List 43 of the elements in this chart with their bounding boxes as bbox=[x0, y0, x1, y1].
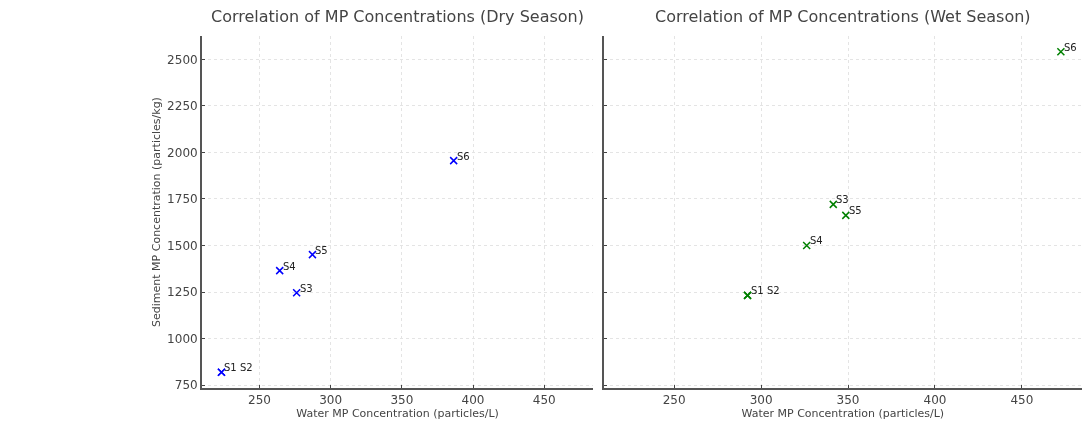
annotation: S6 bbox=[457, 151, 470, 162]
y-tick-label: 1500 bbox=[167, 238, 198, 253]
y-tick-label: 750 bbox=[174, 378, 198, 393]
y-axis-title: Sediment MP Concentration (particles/kg) bbox=[150, 97, 164, 327]
y-tick-label: 1750 bbox=[167, 192, 198, 207]
point bbox=[308, 250, 317, 259]
x-tick-label: 450 bbox=[532, 393, 556, 408]
annotation: S5 bbox=[315, 245, 328, 256]
point bbox=[275, 266, 284, 275]
point bbox=[1056, 47, 1066, 57]
chart-title: Correlation of MP Concentrations (Dry Season) bbox=[211, 7, 584, 26]
point bbox=[841, 211, 851, 220]
annotation: S3 bbox=[300, 283, 313, 294]
annotation: S1 bbox=[751, 285, 764, 296]
y-tick-label: 1250 bbox=[167, 285, 198, 300]
y-tick-label: 1000 bbox=[167, 331, 198, 346]
x-tick-label: 300 bbox=[749, 393, 773, 408]
annotation: S6 bbox=[1064, 42, 1077, 53]
annotation: S2 bbox=[767, 285, 780, 296]
x-tick-label: 450 bbox=[1010, 393, 1034, 408]
annotation: S4 bbox=[810, 235, 823, 246]
point bbox=[292, 288, 301, 297]
chart-title: Correlation of MP Concentrations (Wet Season) bbox=[655, 7, 1031, 26]
annotation: S3 bbox=[836, 194, 849, 205]
x-tick-label: 350 bbox=[836, 393, 860, 408]
annotation: S5 bbox=[849, 205, 862, 216]
x-tick-label: 250 bbox=[248, 393, 271, 408]
y-tick-label: 2250 bbox=[167, 99, 198, 114]
point bbox=[802, 241, 811, 250]
point bbox=[829, 200, 838, 209]
x-tick-label: 300 bbox=[319, 393, 343, 408]
x-tick-label: 250 bbox=[662, 393, 686, 408]
point bbox=[449, 156, 458, 165]
x-tick-label: 400 bbox=[923, 393, 947, 408]
y-tick-label: 2000 bbox=[167, 145, 198, 160]
x-axis-title: Water MP Concentration (particles/L) bbox=[296, 407, 499, 421]
x-tick-label: 350 bbox=[390, 393, 414, 408]
annotation: S2 bbox=[240, 362, 253, 373]
annotation: S4 bbox=[283, 261, 296, 272]
y-tick-label: 2500 bbox=[167, 52, 198, 67]
x-tick-label: 400 bbox=[461, 393, 485, 408]
x-axis-title: Water MP Concentration (particles/L) bbox=[741, 407, 945, 421]
annotation: S1 bbox=[224, 362, 237, 373]
